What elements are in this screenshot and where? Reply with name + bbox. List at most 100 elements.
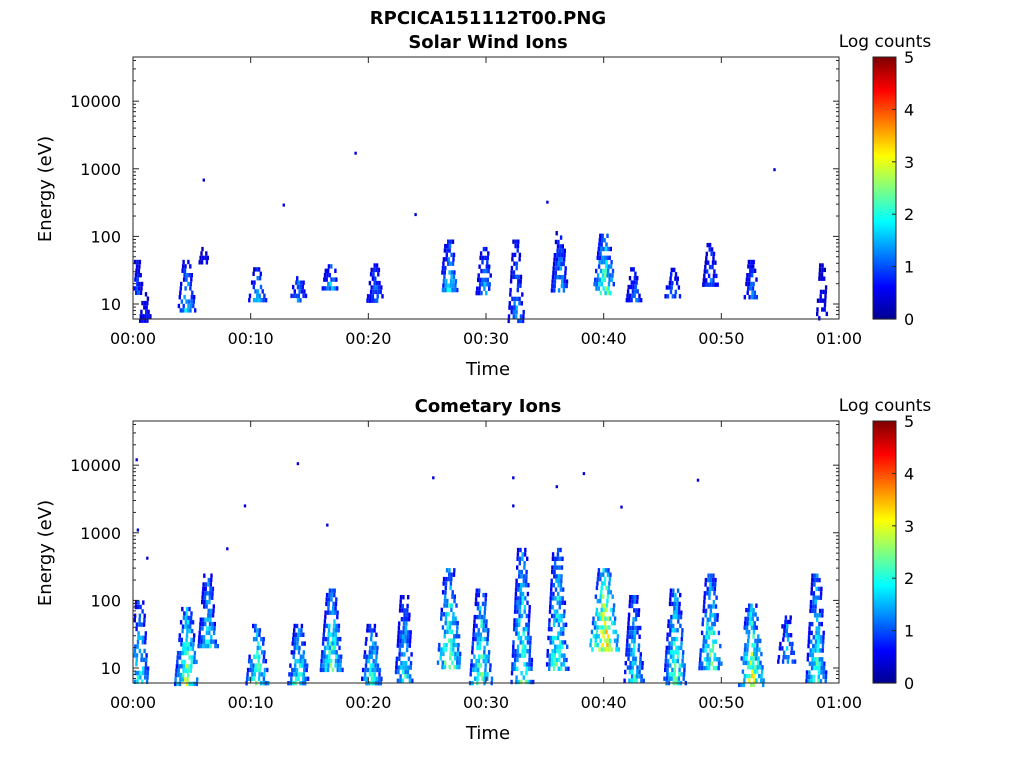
data-cell [449, 581, 453, 586]
data-cell [550, 288, 554, 293]
colorbar-segment [873, 65, 896, 68]
data-cell [631, 630, 634, 635]
data-cell [185, 633, 189, 638]
data-cell [557, 583, 560, 588]
data-cell [821, 648, 824, 653]
colorbar-segment [873, 198, 896, 201]
data-cell [805, 670, 809, 675]
data-cell [332, 628, 335, 633]
data-cell [368, 280, 372, 286]
colorbar-segment [873, 552, 896, 555]
data-cell [628, 634, 632, 639]
data-cell [511, 257, 514, 262]
data-cell [327, 264, 331, 269]
data-cell [516, 596, 520, 601]
data-cell [626, 289, 630, 294]
data-cell [184, 624, 187, 629]
colorbar-segment [873, 121, 896, 125]
colorbar-segment [873, 278, 896, 282]
data-cell [408, 643, 411, 648]
data-cell [755, 678, 758, 683]
data-cell [745, 607, 748, 613]
y-tick-label: 1000 [80, 524, 121, 543]
data-cell [616, 638, 619, 643]
data-cell [135, 268, 138, 273]
data-cell [628, 599, 632, 604]
data-cell [529, 679, 532, 685]
data-cell [513, 662, 517, 667]
data-cell [295, 667, 299, 673]
data-cell [442, 261, 445, 266]
data-cell [551, 552, 555, 557]
data-cell [399, 599, 402, 604]
data-cell [199, 621, 202, 627]
plot-area: 00:00 00:10 00:20 00:30 00:40 00:50 01:0010100… [70, 420, 862, 712]
data-cell [558, 644, 562, 649]
data-cell [672, 676, 676, 681]
data-cell [676, 658, 679, 664]
data-cell [668, 645, 671, 651]
data-point [546, 200, 549, 204]
data-cell [787, 633, 790, 638]
data-cell [669, 592, 672, 598]
data-cell [744, 660, 748, 666]
data-cell [377, 289, 380, 295]
data-cell [747, 612, 750, 617]
data-cell [404, 674, 407, 679]
colorbar-tick-label: 1 [904, 258, 914, 277]
data-cell [706, 269, 709, 274]
data-cell [185, 611, 188, 616]
data-cell [303, 663, 306, 668]
y-axis-label: Energy (eV) [35, 136, 56, 242]
data-cell [405, 661, 408, 666]
data-cell [625, 643, 629, 648]
data-cell [442, 612, 446, 617]
data-cell [370, 654, 373, 659]
data-cell [440, 612, 443, 617]
colorbar-segment [873, 656, 896, 660]
data-cell [252, 623, 255, 629]
data-cell [517, 631, 520, 636]
data-cell [821, 307, 824, 312]
data-cell [599, 598, 602, 604]
data-cell [330, 650, 334, 655]
colorbar-segment [873, 69, 896, 72]
data-cell [669, 289, 673, 295]
data-cell [825, 670, 828, 675]
colorbar-segment [873, 584, 896, 587]
colorbar-segment [873, 183, 896, 187]
data-cell [599, 572, 602, 577]
data-cell [818, 608, 822, 614]
data-cell [478, 654, 481, 659]
data-cell [326, 273, 329, 278]
data-cell [756, 669, 759, 674]
data-cell [633, 630, 637, 635]
data-cell [815, 661, 819, 666]
x-tick-label: 00:00 [110, 329, 156, 348]
data-cell [711, 582, 714, 587]
data-cell [817, 639, 820, 644]
data-cell [669, 619, 673, 624]
data-cell [711, 648, 714, 653]
data-point [135, 458, 138, 462]
data-cell [628, 276, 632, 281]
colorbar-segment [873, 81, 896, 84]
data-cell [512, 239, 515, 244]
data-cell [179, 308, 182, 313]
data-cell [512, 640, 515, 645]
data-cell [516, 283, 520, 288]
data-cell [557, 618, 561, 623]
data-cell [321, 286, 324, 291]
data-cell [182, 672, 185, 678]
data-point [296, 462, 300, 466]
data-cell [748, 673, 751, 679]
x-axis-label: Time [465, 359, 510, 380]
data-cell [748, 603, 751, 608]
data-cell [213, 626, 216, 631]
data-cell [328, 588, 332, 593]
data-cell [668, 601, 672, 607]
data-cell [790, 646, 794, 651]
data-cell [371, 650, 374, 655]
data-cell [205, 639, 208, 644]
data-cell [146, 670, 149, 676]
